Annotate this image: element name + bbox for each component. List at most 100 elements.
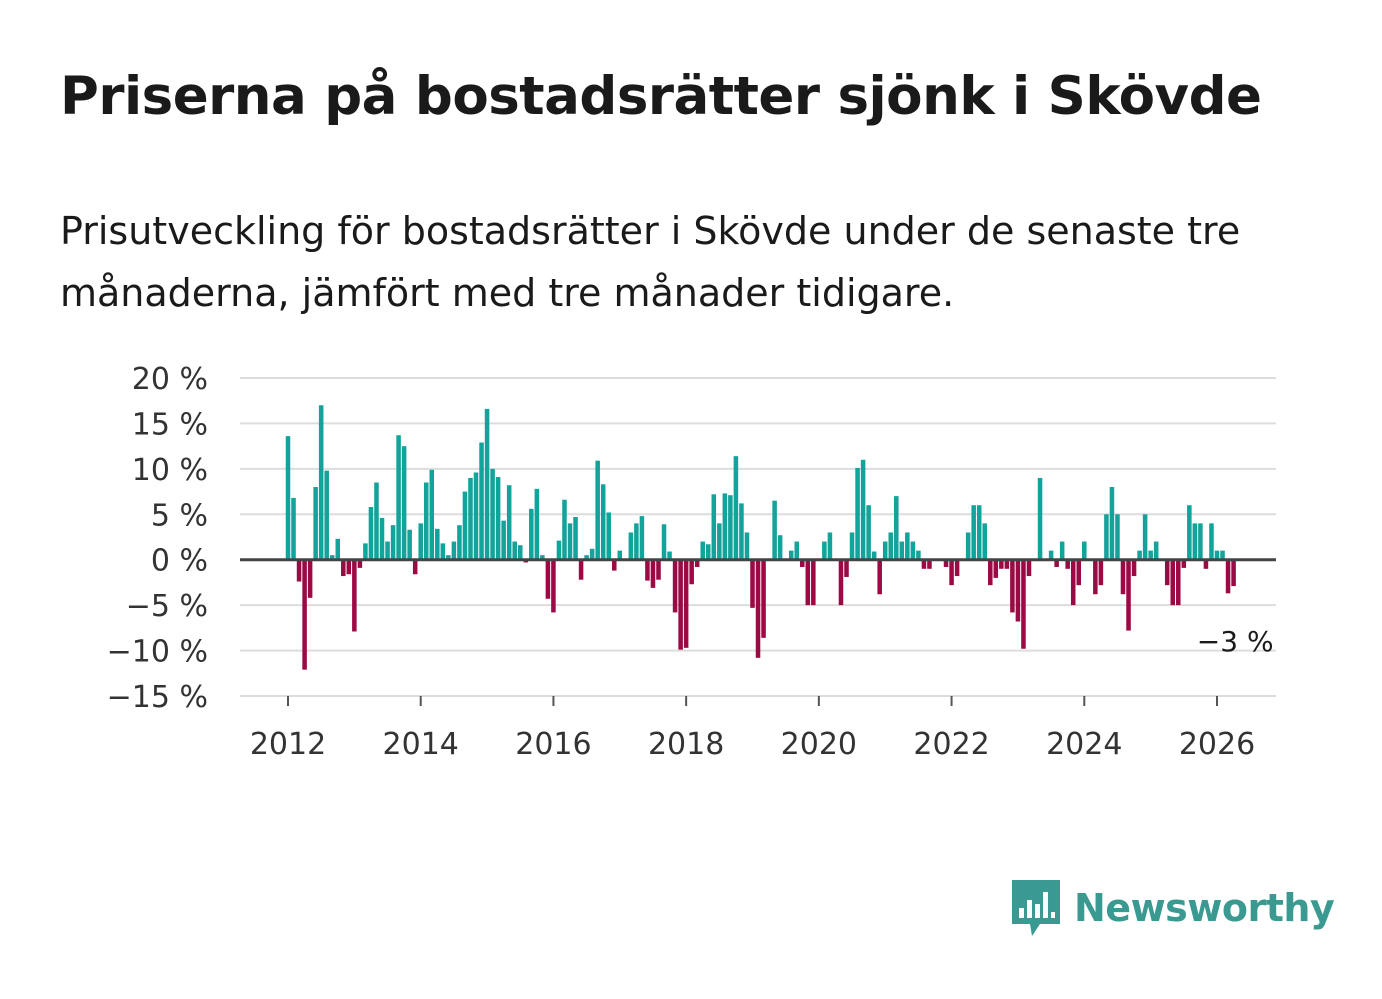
bar — [545, 559, 551, 599]
bar — [584, 555, 589, 560]
bar — [656, 559, 661, 580]
bar — [805, 559, 811, 606]
bar — [916, 550, 921, 560]
bar — [1093, 559, 1098, 595]
bar — [954, 559, 960, 577]
bar — [517, 545, 523, 560]
bar — [744, 532, 750, 560]
bar — [457, 525, 462, 560]
bar — [905, 532, 910, 560]
bar — [888, 532, 894, 560]
bar — [374, 482, 379, 560]
bar — [717, 523, 722, 560]
bar — [285, 436, 291, 560]
bar — [600, 484, 606, 560]
y-tick-label: 10 % — [132, 453, 208, 488]
bar — [401, 446, 407, 560]
bar — [849, 532, 855, 560]
bar — [562, 499, 567, 560]
bar — [1225, 559, 1231, 594]
bar — [777, 535, 783, 560]
bar — [473, 472, 479, 560]
bar — [894, 496, 899, 560]
bar — [1137, 550, 1142, 560]
bar — [501, 520, 506, 560]
bar — [971, 505, 976, 560]
bar — [1192, 523, 1198, 560]
bar — [1010, 559, 1015, 613]
bar — [1098, 559, 1104, 586]
bar — [761, 559, 766, 638]
bar — [1231, 559, 1236, 587]
bar-series — [285, 405, 1236, 670]
bar — [296, 559, 302, 582]
bar — [412, 559, 418, 575]
bar — [606, 512, 611, 560]
bar — [628, 532, 634, 560]
x-tick-label: 2026 — [1179, 727, 1255, 762]
bar — [1115, 514, 1120, 560]
bar — [882, 541, 888, 560]
bar — [1015, 559, 1021, 622]
bar — [291, 497, 296, 560]
bar — [949, 559, 954, 586]
bar — [479, 442, 484, 560]
bar — [788, 550, 794, 560]
bar — [1065, 559, 1070, 569]
bar — [611, 559, 617, 571]
x-tick-label: 2020 — [781, 727, 857, 762]
bar — [385, 541, 390, 560]
bar — [540, 555, 545, 560]
y-tick-label: −5 % — [126, 589, 208, 624]
bar — [352, 559, 357, 632]
annotation-label: −3 % — [1197, 625, 1274, 658]
bar — [838, 559, 844, 606]
bar — [589, 548, 595, 560]
bar — [313, 487, 318, 560]
bar — [578, 559, 584, 580]
bar — [462, 491, 468, 560]
newsworthy-logo: Newsworthy — [1010, 878, 1335, 938]
bar — [595, 460, 600, 560]
bar — [407, 529, 412, 560]
y-tick-label: −15 % — [107, 680, 208, 715]
bar — [423, 482, 429, 560]
bar — [1109, 487, 1115, 560]
bar — [451, 541, 457, 560]
bar — [711, 494, 717, 560]
bar — [617, 550, 623, 560]
bar — [324, 470, 329, 560]
bar — [567, 523, 573, 560]
bar — [1153, 541, 1159, 560]
bar — [877, 559, 882, 595]
bar — [700, 541, 705, 560]
bar — [855, 467, 860, 560]
bar — [379, 517, 385, 560]
bar — [1070, 559, 1076, 606]
newsworthy-logo-text: Newsworthy — [1074, 886, 1335, 930]
bar — [722, 493, 728, 560]
y-tick-label: 5 % — [151, 498, 208, 533]
x-tick-label: 2012 — [250, 727, 326, 762]
bar — [678, 559, 683, 650]
bar — [921, 559, 927, 569]
bar — [446, 555, 451, 560]
newsworthy-logo-icon — [1012, 880, 1060, 936]
bar — [1104, 514, 1109, 560]
bar — [645, 559, 650, 581]
bar — [346, 559, 352, 575]
bar — [1148, 550, 1153, 560]
y-tick-label: −10 % — [107, 635, 208, 670]
bar — [683, 559, 689, 648]
bar — [965, 532, 971, 560]
bar — [1220, 550, 1225, 560]
bar — [429, 469, 435, 560]
bar — [529, 508, 534, 560]
bar — [1142, 514, 1148, 560]
bar — [1037, 477, 1043, 560]
bar — [650, 559, 656, 588]
bar — [357, 559, 363, 568]
bar — [490, 468, 495, 560]
chart-subtitle: Prisutveckling för bostadsrätter i Skövd… — [60, 209, 1241, 315]
bar — [755, 559, 761, 658]
